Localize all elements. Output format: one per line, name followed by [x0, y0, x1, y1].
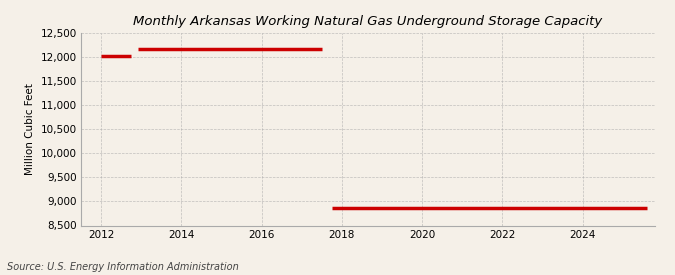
Title: Monthly Arkansas Working Natural Gas Underground Storage Capacity: Monthly Arkansas Working Natural Gas Und… [133, 15, 603, 28]
Text: Source: U.S. Energy Information Administration: Source: U.S. Energy Information Administ… [7, 262, 238, 272]
Y-axis label: Million Cubic Feet: Million Cubic Feet [25, 83, 35, 175]
